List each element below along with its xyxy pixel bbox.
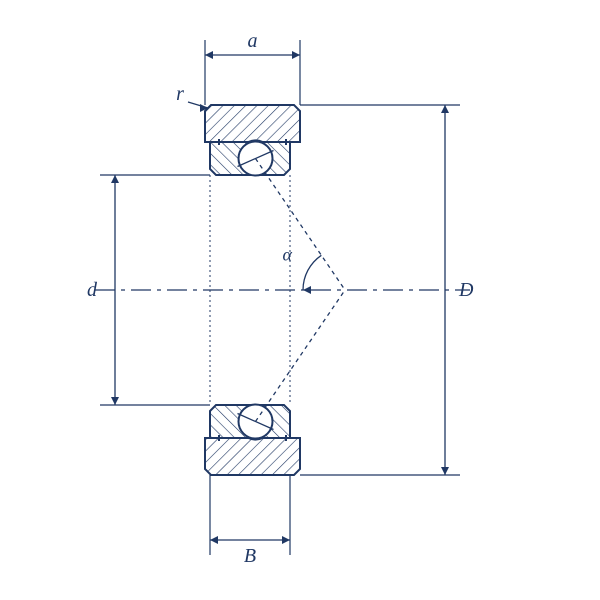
label-alpha: α <box>282 245 292 265</box>
alpha-arc <box>303 255 321 290</box>
label-D: D <box>458 279 474 301</box>
label-d: d <box>87 279 98 301</box>
outer-ring-top <box>205 105 300 142</box>
label-a: a <box>248 30 258 52</box>
outer-ring-bottom <box>205 436 300 475</box>
bearing-cross-section-diagram: α a Bd Dr <box>0 0 600 600</box>
label-r: r <box>176 83 184 105</box>
label-B: B <box>244 545 256 567</box>
